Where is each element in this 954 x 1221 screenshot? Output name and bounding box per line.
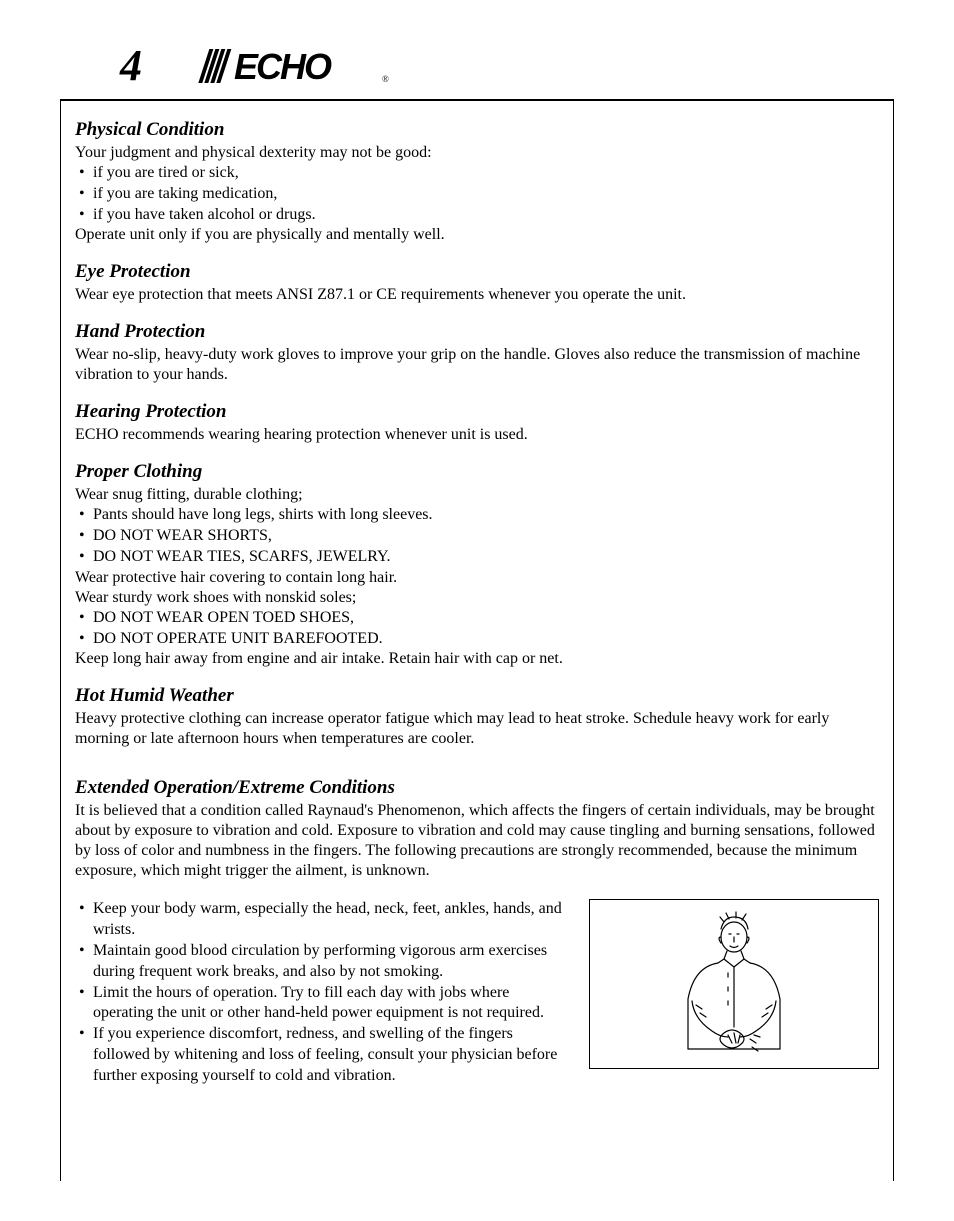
section-hot-humid: Hot Humid Weather Heavy protective cloth… — [75, 685, 879, 749]
section-eye-protection: Eye Protection Wear eye protection that … — [75, 261, 879, 305]
heading-hearing: Hearing Protection — [75, 401, 879, 423]
list-item: if you have taken alcohol or drugs. — [75, 205, 879, 226]
heading-clothing: Proper Clothing — [75, 461, 879, 483]
bullets-clothing-2: DO NOT WEAR OPEN TOED SHOES, DO NOT OPER… — [75, 608, 879, 650]
heading-eye: Eye Protection — [75, 261, 879, 283]
after-physical: Operate unit only if you are physically … — [75, 225, 879, 245]
svg-text:®: ® — [382, 74, 389, 84]
brand-logo: ECHO ® — [182, 46, 392, 86]
illustration-box — [589, 899, 879, 1069]
heading-extended: Extended Operation/Extreme Conditions — [75, 777, 879, 799]
section-proper-clothing: Proper Clothing Wear snug fitting, durab… — [75, 461, 879, 669]
list-item: if you are tired or sick, — [75, 163, 879, 184]
intro-physical: Your judgment and physical dexterity may… — [75, 143, 879, 163]
bullets-extended: Keep your body warm, especially the head… — [75, 899, 569, 1086]
text-extended: It is believed that a condition called R… — [75, 801, 879, 881]
extended-row: Keep your body warm, especially the head… — [75, 899, 879, 1086]
heading-hand: Hand Protection — [75, 321, 879, 343]
after-clothing: Keep long hair away from engine and air … — [75, 649, 879, 669]
list-item: DO NOT WEAR OPEN TOED SHOES, — [75, 608, 879, 629]
extended-bullets-col: Keep your body warm, especially the head… — [75, 899, 569, 1086]
heading-physical: Physical Condition — [75, 119, 879, 141]
text-hearing: ECHO recommends wearing hearing protecti… — [75, 425, 879, 445]
section-hand-protection: Hand Protection Wear no-slip, heavy-duty… — [75, 321, 879, 385]
section-extended-operation: Extended Operation/Extreme Conditions It… — [75, 777, 879, 1086]
text-hot: Heavy protective clothing can increase o… — [75, 709, 879, 749]
text-eye: Wear eye protection that meets ANSI Z87.… — [75, 285, 879, 305]
page-header: 4 ECHO ® — [60, 0, 894, 101]
list-item: If you experience discomfort, redness, a… — [75, 1024, 569, 1086]
bullets-physical: if you are tired or sick, if you are tak… — [75, 163, 879, 225]
mid2-clothing: Wear sturdy work shoes with nonskid sole… — [75, 588, 879, 608]
content-area: Physical Condition Your judgment and phy… — [60, 101, 894, 1181]
echo-logo-icon: ECHO ® — [182, 47, 392, 85]
text-hand: Wear no-slip, heavy-duty work gloves to … — [75, 345, 879, 385]
list-item: Maintain good blood circulation by perfo… — [75, 941, 569, 983]
svg-text:ECHO: ECHO — [234, 47, 332, 85]
list-item: Pants should have long legs, shirts with… — [75, 505, 879, 526]
list-item: Keep your body warm, especially the head… — [75, 899, 569, 941]
page-number: 4 — [120, 40, 142, 91]
hand-rubbing-illustration-icon — [654, 909, 814, 1059]
list-item: Limit the hours of operation. Try to fil… — [75, 983, 569, 1025]
section-physical-condition: Physical Condition Your judgment and phy… — [75, 119, 879, 245]
list-item: DO NOT OPERATE UNIT BAREFOOTED. — [75, 629, 879, 650]
bullets-clothing-1: Pants should have long legs, shirts with… — [75, 505, 879, 567]
list-item: DO NOT WEAR SHORTS, — [75, 526, 879, 547]
list-item: if you are taking medication, — [75, 184, 879, 205]
mid1-clothing: Wear protective hair covering to contain… — [75, 568, 879, 588]
intro-clothing: Wear snug fitting, durable clothing; — [75, 485, 879, 505]
section-hearing-protection: Hearing Protection ECHO recommends weari… — [75, 401, 879, 445]
list-item: DO NOT WEAR TIES, SCARFS, JEWELRY. — [75, 547, 879, 568]
heading-hot: Hot Humid Weather — [75, 685, 879, 707]
